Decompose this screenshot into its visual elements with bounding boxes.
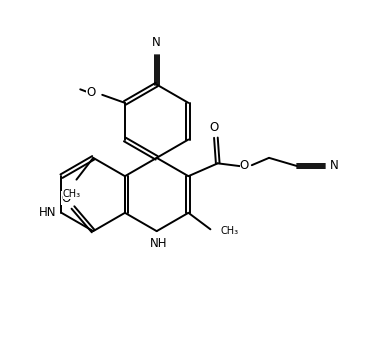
Text: HN: HN — [38, 206, 56, 219]
Text: CH₃: CH₃ — [221, 226, 239, 236]
Text: O: O — [61, 192, 70, 205]
Text: O: O — [209, 121, 219, 134]
Text: O: O — [240, 159, 249, 172]
Text: N: N — [152, 36, 161, 49]
Text: O: O — [86, 87, 96, 99]
Text: CH₃: CH₃ — [63, 189, 81, 199]
Text: NH: NH — [150, 237, 167, 250]
Text: N: N — [330, 159, 338, 172]
